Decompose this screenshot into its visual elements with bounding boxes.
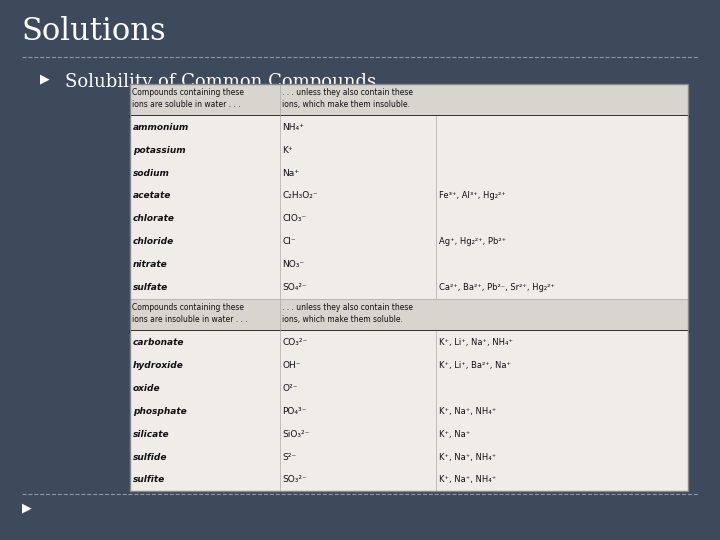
Text: sulfite: sulfite — [133, 475, 165, 484]
FancyBboxPatch shape — [130, 331, 688, 354]
Text: C₂H₃O₂⁻: C₂H₃O₂⁻ — [282, 192, 318, 200]
Text: nitrate: nitrate — [133, 260, 168, 269]
Text: acetate: acetate — [133, 192, 171, 200]
Text: Solutions: Solutions — [22, 16, 166, 47]
Text: Compounds containing these
ions are soluble in water . . .: Compounds containing these ions are solu… — [132, 88, 244, 109]
Text: ▶: ▶ — [40, 73, 49, 86]
Text: K⁺: K⁺ — [282, 146, 293, 154]
Text: . . . unless they also contain these
ions, which make them soluble.: . . . unless they also contain these ion… — [282, 303, 413, 324]
FancyBboxPatch shape — [130, 139, 688, 161]
FancyBboxPatch shape — [130, 354, 688, 377]
Text: SiO₃²⁻: SiO₃²⁻ — [282, 430, 310, 438]
FancyBboxPatch shape — [130, 299, 688, 331]
FancyBboxPatch shape — [130, 185, 688, 207]
Text: NO₃⁻: NO₃⁻ — [282, 260, 305, 269]
Text: K⁺, Na⁺, NH₄⁺: K⁺, Na⁺, NH₄⁺ — [438, 453, 496, 462]
FancyBboxPatch shape — [130, 446, 688, 469]
Text: S²⁻: S²⁻ — [282, 453, 297, 462]
Text: carbonate: carbonate — [133, 338, 184, 347]
FancyBboxPatch shape — [130, 230, 688, 253]
Text: SO₃²⁻: SO₃²⁻ — [282, 475, 307, 484]
Text: Cl⁻: Cl⁻ — [282, 237, 296, 246]
FancyBboxPatch shape — [130, 377, 688, 400]
FancyBboxPatch shape — [130, 207, 688, 230]
Text: oxide: oxide — [133, 384, 161, 393]
Text: potassium: potassium — [133, 146, 186, 154]
FancyBboxPatch shape — [130, 116, 688, 139]
FancyBboxPatch shape — [130, 423, 688, 445]
Text: . . . unless they also contain these
ions, which make them insoluble.: . . . unless they also contain these ion… — [282, 88, 413, 109]
Text: O²⁻: O²⁻ — [282, 384, 298, 393]
FancyBboxPatch shape — [130, 276, 688, 299]
Text: Na⁺: Na⁺ — [282, 168, 300, 178]
FancyBboxPatch shape — [130, 253, 688, 276]
Text: sulfide: sulfide — [133, 453, 168, 462]
Text: K⁺, Na⁺: K⁺, Na⁺ — [438, 430, 470, 438]
Text: ammonium: ammonium — [133, 123, 189, 132]
Text: CO₃²⁻: CO₃²⁻ — [282, 338, 307, 347]
Text: OH⁻: OH⁻ — [282, 361, 301, 370]
Text: Ag⁺, Hg₂²⁺, Pb²⁺: Ag⁺, Hg₂²⁺, Pb²⁺ — [438, 237, 506, 246]
Text: K⁺, Na⁺, NH₄⁺: K⁺, Na⁺, NH₄⁺ — [438, 475, 496, 484]
FancyBboxPatch shape — [130, 161, 688, 185]
Text: phosphate: phosphate — [133, 407, 186, 416]
FancyBboxPatch shape — [130, 84, 688, 491]
Text: SO₄²⁻: SO₄²⁻ — [282, 283, 307, 292]
Text: sulfate: sulfate — [133, 283, 168, 292]
Text: chloride: chloride — [133, 237, 174, 246]
Text: ClO₃⁻: ClO₃⁻ — [282, 214, 307, 224]
Text: Compounds containing these
ions are insoluble in water . . .: Compounds containing these ions are inso… — [132, 303, 248, 324]
Text: K⁺, Na⁺, NH₄⁺: K⁺, Na⁺, NH₄⁺ — [438, 407, 496, 416]
FancyBboxPatch shape — [130, 469, 688, 491]
Text: ▶: ▶ — [22, 501, 31, 514]
Text: K⁺, Li⁺, Na⁺, NH₄⁺: K⁺, Li⁺, Na⁺, NH₄⁺ — [438, 338, 513, 347]
Text: PO₄³⁻: PO₄³⁻ — [282, 407, 307, 416]
Text: NH₄⁺: NH₄⁺ — [282, 123, 305, 132]
Text: Solubility of Common Compounds: Solubility of Common Compounds — [65, 73, 376, 91]
Text: Ca²⁺, Ba²⁺, Pb²⁻, Sr²⁺, Hg₂²⁺: Ca²⁺, Ba²⁺, Pb²⁻, Sr²⁺, Hg₂²⁺ — [438, 283, 554, 292]
Text: Fe³⁺, Al³⁺, Hg₂²⁺: Fe³⁺, Al³⁺, Hg₂²⁺ — [438, 192, 505, 200]
Text: hydroxide: hydroxide — [133, 361, 184, 370]
Text: sodium: sodium — [133, 168, 170, 178]
FancyBboxPatch shape — [130, 400, 688, 423]
Text: silicate: silicate — [133, 430, 170, 438]
Text: chlorate: chlorate — [133, 214, 175, 224]
Text: K⁺, Li⁺, Ba²⁺, Na⁺: K⁺, Li⁺, Ba²⁺, Na⁺ — [438, 361, 510, 370]
FancyBboxPatch shape — [130, 84, 688, 116]
